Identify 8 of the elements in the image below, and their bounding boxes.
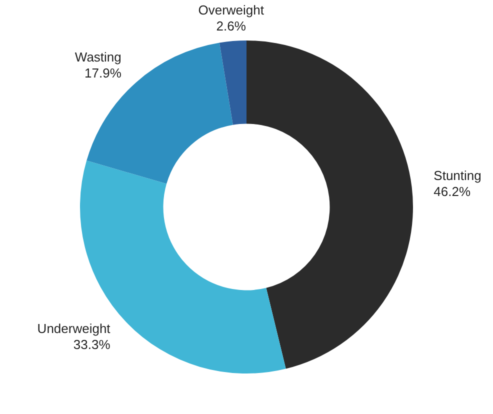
slice-label: Wasting — [74, 50, 122, 65]
data-label: 46.2% — [434, 184, 471, 200]
data-label: 33.3% — [73, 336, 111, 352]
slice-label: Underweight — [37, 320, 111, 336]
slice-label: Overweight — [198, 2, 264, 18]
data-label: 2.6% — [216, 18, 246, 34]
data-label: 17.9% — [84, 66, 122, 81]
slice-label: Stunting — [434, 168, 482, 184]
